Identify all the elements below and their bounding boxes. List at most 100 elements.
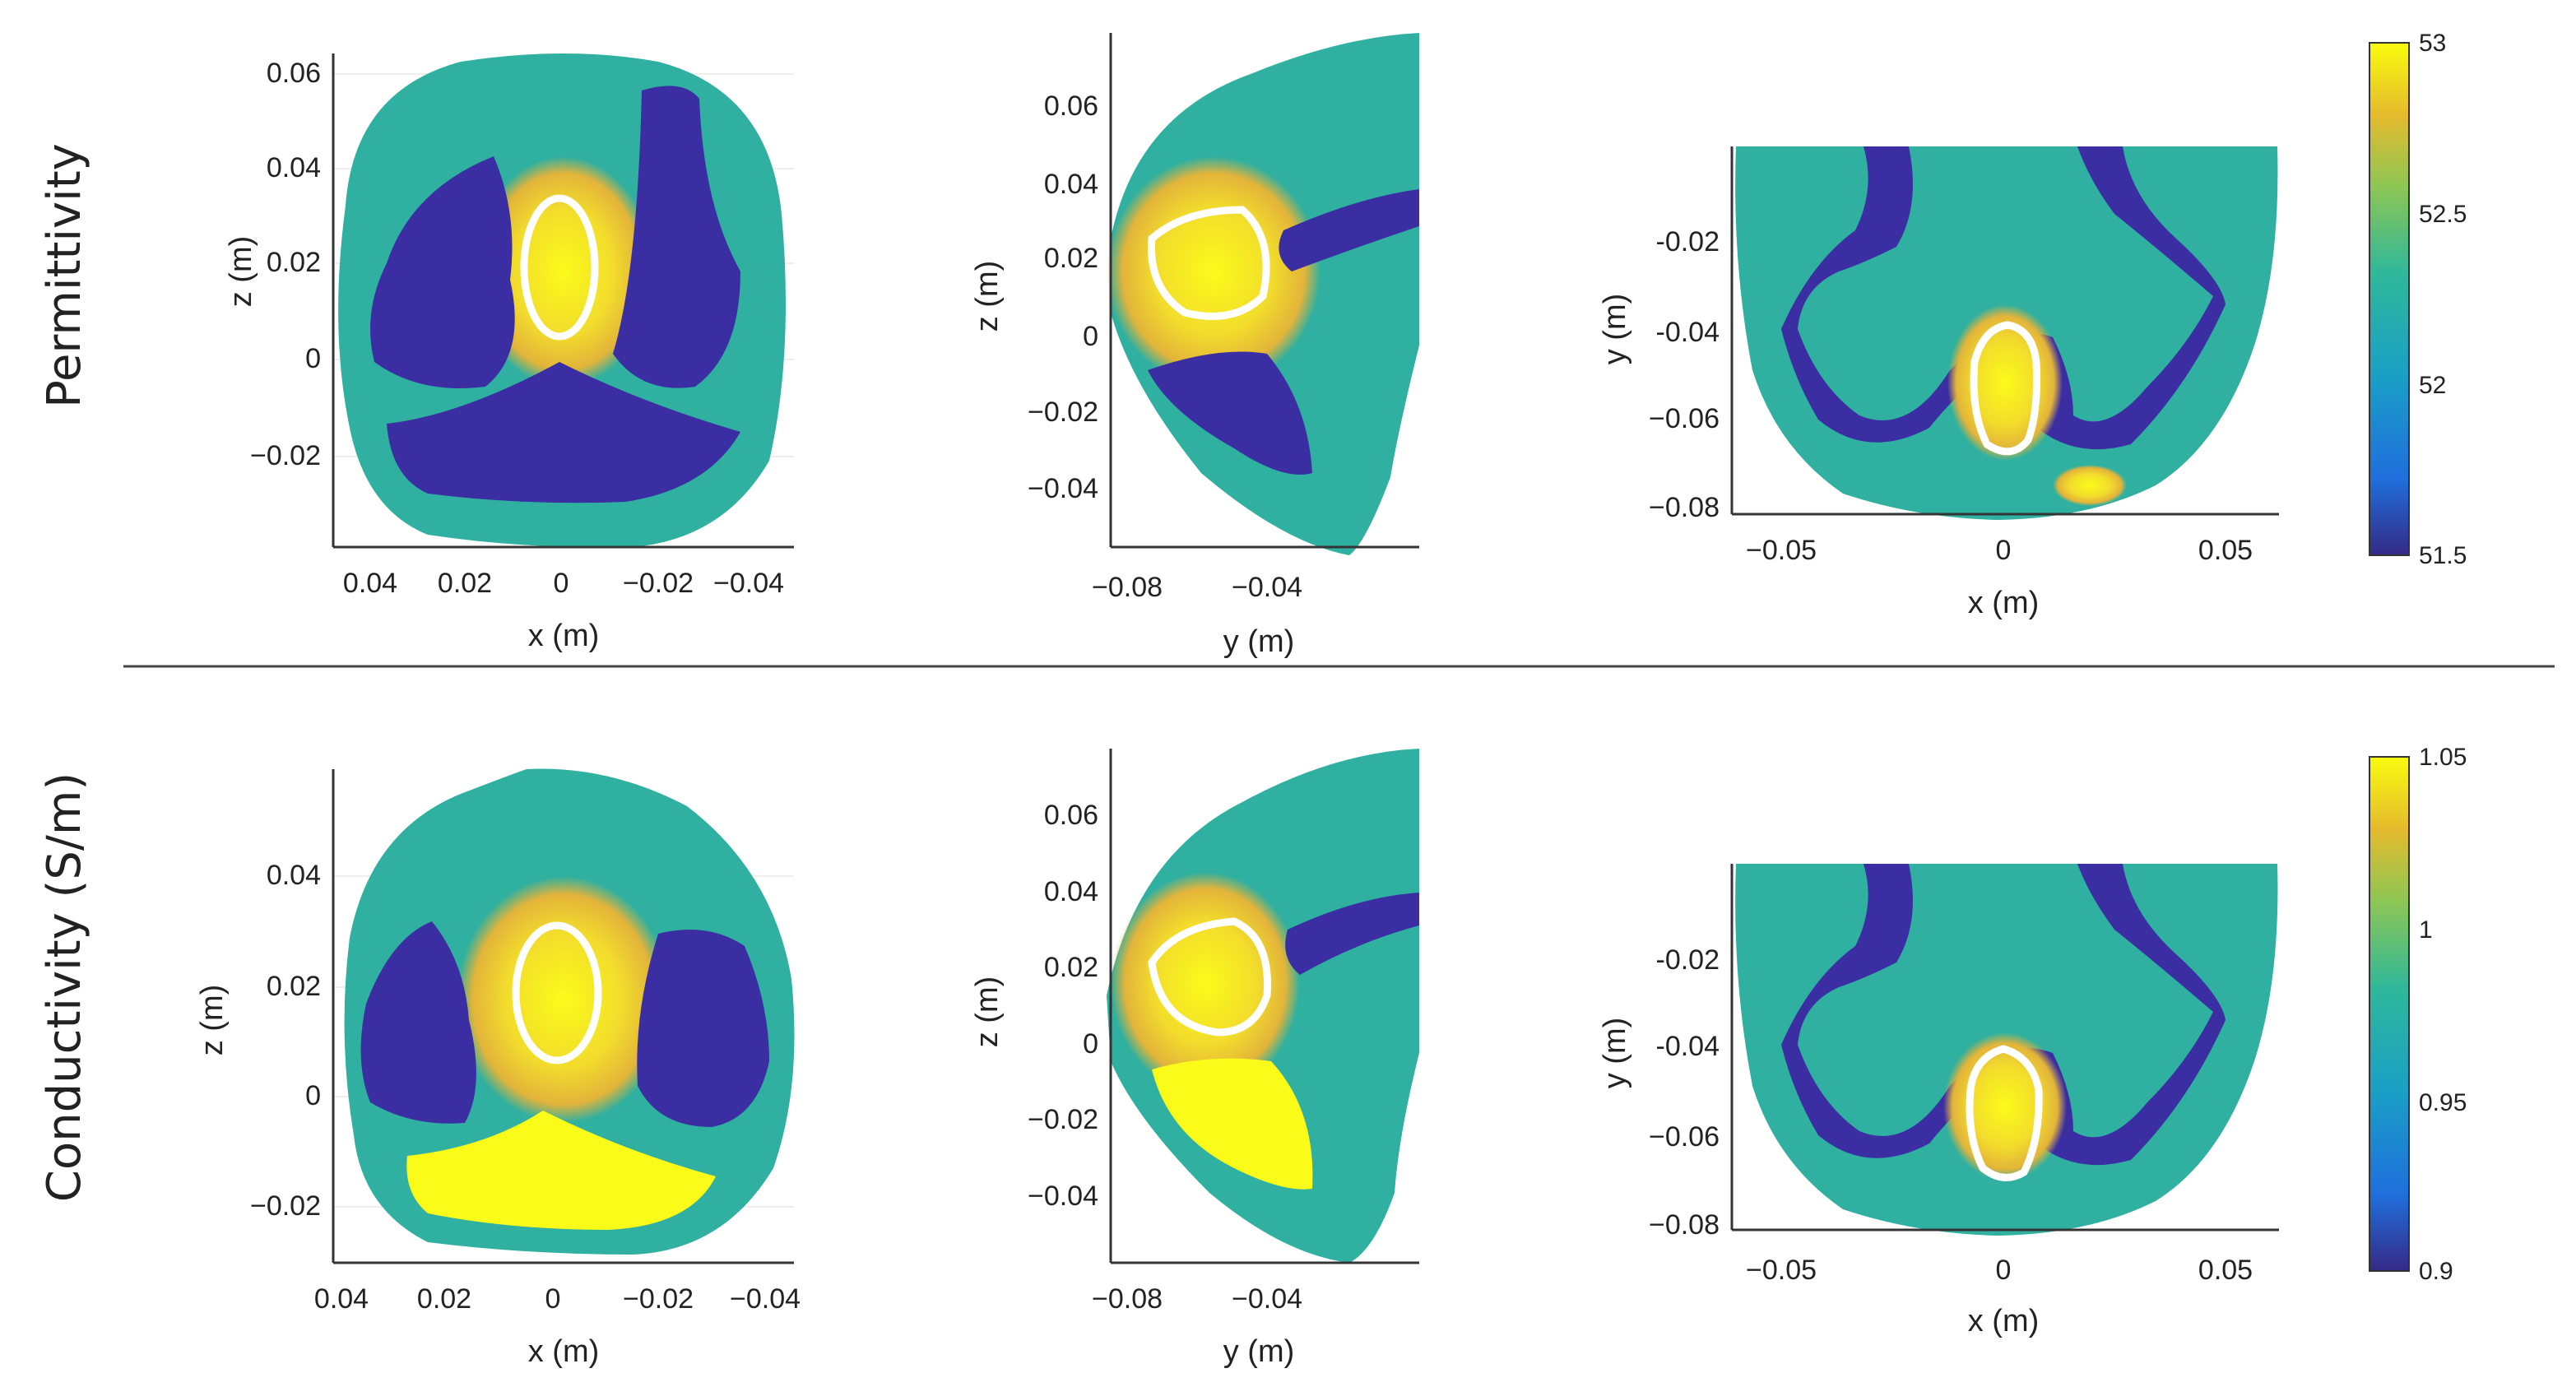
- tick-label: −0.04: [1028, 473, 1098, 504]
- tick-label: 0.04: [1044, 169, 1098, 200]
- colorbar-tick: 1.05: [2419, 744, 2467, 771]
- tick-label: 0.05: [2198, 535, 2253, 566]
- tick-label: −0.05: [1746, 535, 1817, 566]
- tick-label: 0.05: [2198, 1255, 2253, 1286]
- tick-label: −0.08: [1649, 1209, 1720, 1241]
- tick-label: -0.02: [1656, 226, 1720, 257]
- tick-label: 0.02: [438, 568, 492, 599]
- tumor-contour: [1148, 917, 1271, 1037]
- colorbar-tick: 52.5: [2419, 201, 2467, 228]
- x-axis-label: y (m): [1223, 624, 1295, 659]
- tick-label: 0: [1083, 321, 1098, 352]
- tick-label: −0.02: [250, 1190, 321, 1222]
- colorbar-tick: 0.9: [2419, 1258, 2453, 1285]
- tick-label: −0.04: [713, 568, 784, 599]
- colorbar-tick: 1: [2419, 916, 2433, 944]
- tick-label: −0.06: [1649, 403, 1720, 434]
- panel-conductivity-xy: -0.02 -0.04 −0.06 −0.08 −0.05 0 0.05 x (…: [1598, 864, 2279, 1338]
- tick-label: 0: [545, 1283, 561, 1315]
- tick-label: −0.04: [1232, 572, 1302, 603]
- y-axis-label: y (m): [1598, 294, 1632, 365]
- tick-label: 0.04: [267, 152, 321, 183]
- low-region: [360, 921, 476, 1124]
- panel-permittivity-xz: 0.06 0.04 0.02 0 −0.02 0.04 0.02 0 −0.02…: [224, 53, 794, 653]
- tick-label: −0.08: [1092, 572, 1163, 603]
- y-axis-label: y (m): [1598, 1018, 1632, 1089]
- tick-label: −0.05: [1746, 1255, 1817, 1286]
- x-axis-label: x (m): [528, 619, 600, 653]
- low-region: [1285, 893, 1419, 975]
- x-axis-label: x (m): [1968, 1304, 2040, 1338]
- tick-label: 0: [305, 1080, 321, 1111]
- tick-label: −0.08: [1092, 1283, 1163, 1315]
- y-axis-label: z (m): [970, 976, 1005, 1048]
- hot-region: [1943, 1032, 2067, 1181]
- colorbar-tick: 52: [2419, 372, 2446, 399]
- tick-label: −0.08: [1649, 492, 1720, 523]
- low-region: [1148, 351, 1312, 475]
- tick-label: 0.06: [267, 58, 321, 89]
- low-region: [613, 86, 740, 388]
- panel-permittivity-xy: -0.02 -0.04 −0.06 −0.08 −0.05 0 0.05 x (…: [1598, 146, 2279, 620]
- colorbar-conductivity: 1.05 1 0.95 0.9: [2369, 744, 2467, 1285]
- colorbar-gradient: [2369, 42, 2410, 556]
- colorbar-tick: 0.95: [2419, 1089, 2467, 1116]
- tick-label: 0.04: [314, 1283, 369, 1315]
- x-axis-label: x (m): [528, 1334, 600, 1369]
- colorbar-tick: 51.5: [2419, 542, 2467, 569]
- tick-label: 0: [305, 343, 321, 374]
- tick-label: 0.04: [1044, 876, 1098, 907]
- tumor-contour: [1148, 206, 1270, 320]
- hot-region: [457, 876, 671, 1123]
- low-region: [637, 930, 769, 1127]
- y-axis-label: z (m): [195, 985, 230, 1056]
- x-axis-label: x (m): [1968, 586, 2040, 620]
- tick-label: 0: [1083, 1028, 1098, 1060]
- y-axis-label: z (m): [224, 236, 258, 308]
- low-region: [387, 362, 740, 503]
- row-label-permittivity: Permittivity: [38, 143, 91, 408]
- peak-region: [406, 1111, 716, 1230]
- hot-region: [473, 156, 654, 387]
- tumor-contour: [1970, 321, 2041, 456]
- tick-label: 0: [554, 568, 569, 599]
- tumor-contour: [512, 921, 602, 1065]
- panel-permittivity-yz: 0.06 0.04 0.02 0 −0.02 −0.04 −0.08 −0.04…: [970, 33, 1419, 659]
- low-region: [370, 156, 515, 388]
- tick-label: 0: [1996, 1255, 2012, 1286]
- tick-label: 0.02: [1044, 243, 1098, 274]
- tumor-contour: [520, 194, 599, 341]
- low-region: [1781, 146, 2226, 450]
- panel-conductivity-xz: 0.04 0.02 0 −0.02 0.04 0.02 0 −0.02 −0.0…: [195, 768, 801, 1369]
- tick-label: −0.04: [730, 1283, 801, 1315]
- colorbar-tick: 53: [2419, 30, 2446, 57]
- panel-conductivity-yz: 0.06 0.04 0.02 0 −0.02 −0.04 −0.08 −0.04…: [970, 749, 1419, 1369]
- tick-label: 0.06: [1044, 90, 1098, 122]
- y-axis-label: z (m): [970, 261, 1005, 332]
- tick-label: −0.02: [1028, 1104, 1098, 1135]
- tick-label: -0.04: [1656, 317, 1720, 348]
- low-region: [1279, 189, 1419, 271]
- tick-label: 0.04: [343, 568, 397, 599]
- low-region: [1781, 864, 2226, 1166]
- tick-label: 0.02: [267, 971, 321, 1002]
- tick-label: −0.06: [1649, 1121, 1720, 1153]
- tick-label: 0.02: [1044, 952, 1098, 983]
- tick-label: 0.02: [267, 247, 321, 278]
- x-axis-label: y (m): [1223, 1334, 1295, 1369]
- colorbar-gradient: [2369, 756, 2410, 1272]
- tick-label: 0.02: [417, 1283, 471, 1315]
- tick-label: -0.02: [1656, 944, 1720, 976]
- hot-region: [1111, 872, 1300, 1094]
- tick-label: 0.04: [267, 860, 321, 891]
- peak-region: [1152, 1058, 1313, 1190]
- tick-label: −0.04: [1028, 1181, 1098, 1212]
- tick-label: −0.02: [250, 440, 321, 471]
- tick-label: −0.02: [623, 568, 694, 599]
- hot-region: [1107, 156, 1320, 387]
- tick-label: −0.04: [1232, 1283, 1302, 1315]
- tick-label: −0.02: [623, 1283, 694, 1315]
- tick-label: -0.04: [1656, 1031, 1720, 1062]
- row-label-conductivity: Conductivity (S/m): [38, 772, 91, 1202]
